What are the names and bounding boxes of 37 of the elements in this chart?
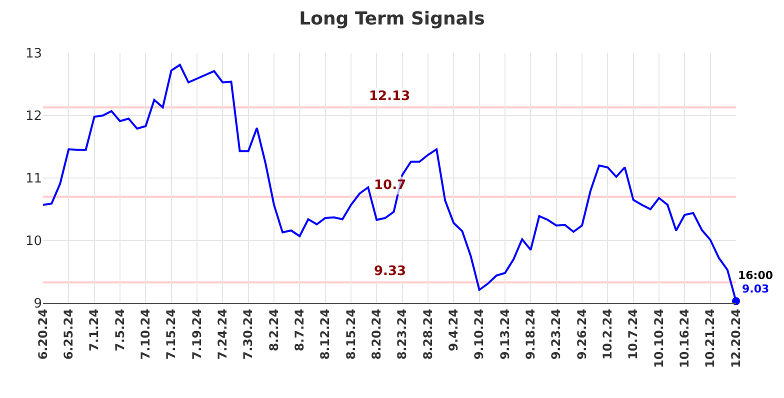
x-tick-label: 8.2.24 [266, 308, 281, 352]
x-tick-label: 8.15.24 [344, 308, 358, 360]
y-tick-label: 11 [25, 172, 42, 187]
x-tick-label: 10.7.24 [626, 308, 640, 360]
x-tick-label: 7.30.24 [241, 308, 256, 360]
x-tick-label: 7.24.24 [216, 308, 230, 360]
ref-line-label: 12.13 [369, 89, 410, 104]
y-tick-label: 10 [25, 234, 42, 250]
x-tick-label: 10.16.24 [678, 308, 692, 368]
x-tick-label: 8.20.24 [370, 308, 384, 360]
ref-line-label: 10.7 [374, 178, 406, 193]
x-tick-label: 9.26.24 [574, 308, 589, 360]
x-tick-label: 8.12.24 [318, 308, 332, 360]
x-tick-label: 9.4.24 [446, 308, 461, 352]
x-tick-label: 9.10.24 [472, 308, 486, 360]
x-tick-label: 6.25.24 [62, 308, 76, 360]
chart-title: Long Term Signals [299, 8, 485, 30]
x-tick-label: 7.5.24 [112, 308, 127, 352]
x-tick-label: 8.23.24 [395, 308, 410, 360]
x-tick-label: 10.21.24 [703, 308, 718, 368]
x-tick-label: 9.18.24 [524, 308, 538, 360]
x-tick-label: 10.2.24 [600, 308, 615, 360]
x-tick-label: 12.20.24 [728, 308, 743, 368]
x-tick-label: 8.28.24 [420, 308, 435, 360]
x-tick-label: 7.19.24 [190, 308, 204, 360]
x-tick-label: 10.10.24 [652, 308, 666, 368]
x-tick-label: 9.23.24 [549, 308, 564, 360]
annotation: 16:00 [738, 269, 774, 282]
ref-line-label: 9.33 [374, 264, 406, 279]
x-tick-label: 7.10.24 [138, 308, 153, 360]
x-tick-label: 9.13.24 [498, 308, 512, 360]
x-tick-label: 8.7.24 [292, 308, 307, 352]
data-label: 9.03 [742, 282, 770, 296]
y-tick-label: 12 [25, 109, 42, 124]
y-tick-label: 13 [25, 46, 42, 62]
x-tick-label: 7.1.24 [87, 308, 102, 352]
x-tick-label: 7.15.24 [164, 308, 178, 360]
